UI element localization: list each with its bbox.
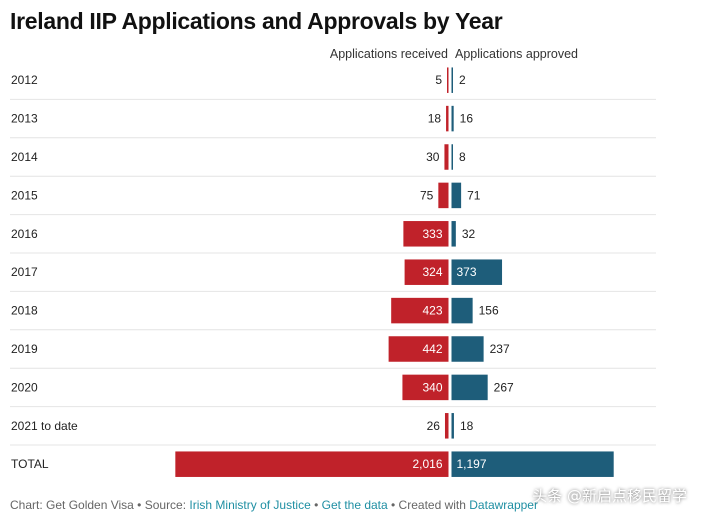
bar-received — [402, 374, 449, 401]
total-label: TOTAL — [11, 457, 49, 471]
value-label-received: 340 — [422, 380, 442, 394]
year-label: 2018 — [11, 304, 38, 318]
value-label-approved: 1,197 — [457, 457, 487, 471]
chart-footer: Chart: Get Golden Visa • Source: Irish M… — [10, 498, 538, 512]
bar-received — [404, 259, 449, 285]
year-label: 2012 — [11, 73, 38, 87]
year-label: 2016 — [11, 227, 38, 241]
bar-received — [446, 105, 449, 132]
value-label-approved: 8 — [459, 150, 466, 164]
value-label-approved: 156 — [479, 304, 499, 318]
bar-approved — [451, 451, 614, 477]
value-label-approved: 267 — [494, 380, 514, 394]
bar-received — [388, 336, 449, 362]
bar-approved — [451, 67, 453, 93]
value-label-received: 2,016 — [412, 457, 442, 471]
bar-approved — [451, 105, 454, 132]
watermark: 头条 @新启点移民留学 — [532, 487, 687, 505]
value-label-received: 333 — [422, 227, 442, 241]
year-label: 2020 — [11, 380, 38, 394]
diverging-bar-chart: 2012 5 2 2013 18 16 2014 30 8 2015 75 71 2016 333 32 20… — [10, 67, 656, 477]
bar-approved — [451, 182, 462, 209]
value-label-received: 26 — [427, 419, 441, 433]
value-label-approved: 32 — [462, 227, 476, 241]
value-label-received: 18 — [428, 112, 442, 126]
bar-approved — [451, 144, 453, 170]
source-link[interactable]: Irish Ministry of Justice — [189, 498, 311, 512]
legend-applications-received: Applications received — [329, 47, 448, 61]
value-label-received: 30 — [426, 150, 440, 164]
bar-approved — [451, 297, 473, 324]
bar-received — [438, 182, 449, 209]
value-label-received: 75 — [420, 188, 434, 202]
bar-approved — [451, 374, 488, 401]
value-label-approved: 373 — [457, 265, 477, 279]
value-label-approved: 16 — [460, 112, 474, 126]
bar-received — [391, 297, 449, 324]
bar-received — [444, 413, 449, 439]
year-label: 2021 to date — [11, 419, 78, 433]
bar-approved — [451, 221, 456, 247]
footer-credit: Chart: Get Golden Visa • Source: — [10, 498, 190, 512]
get-data-link[interactable]: Get the data — [321, 498, 388, 512]
bar-received — [403, 221, 449, 247]
value-label-approved: 18 — [460, 419, 474, 433]
footer-separator: • — [310, 498, 322, 512]
value-label-received: 324 — [422, 265, 442, 279]
bar-approved — [451, 259, 503, 285]
year-label: 2019 — [11, 342, 38, 356]
value-label-received: 5 — [435, 73, 442, 87]
year-label: 2017 — [11, 265, 38, 279]
year-label: 2013 — [11, 112, 38, 126]
value-label-received: 442 — [422, 342, 442, 356]
year-label: 2014 — [11, 150, 38, 164]
chart-title: Ireland IIP Applications and Approvals b… — [10, 8, 503, 34]
value-label-approved: 237 — [490, 342, 510, 356]
year-label: 2015 — [11, 188, 38, 202]
bar-received — [447, 67, 449, 93]
bar-approved — [451, 413, 454, 439]
value-label-approved: 2 — [459, 73, 466, 87]
legend-applications-approved: Applications approved — [455, 47, 578, 61]
bar-received — [444, 144, 449, 170]
bar-approved — [451, 336, 484, 362]
datawrapper-link[interactable]: Datawrapper — [469, 498, 538, 512]
value-label-received: 423 — [422, 304, 442, 318]
bar-received — [175, 451, 449, 477]
footer-created-with: • Created with — [387, 498, 470, 512]
value-label-approved: 71 — [467, 188, 481, 202]
